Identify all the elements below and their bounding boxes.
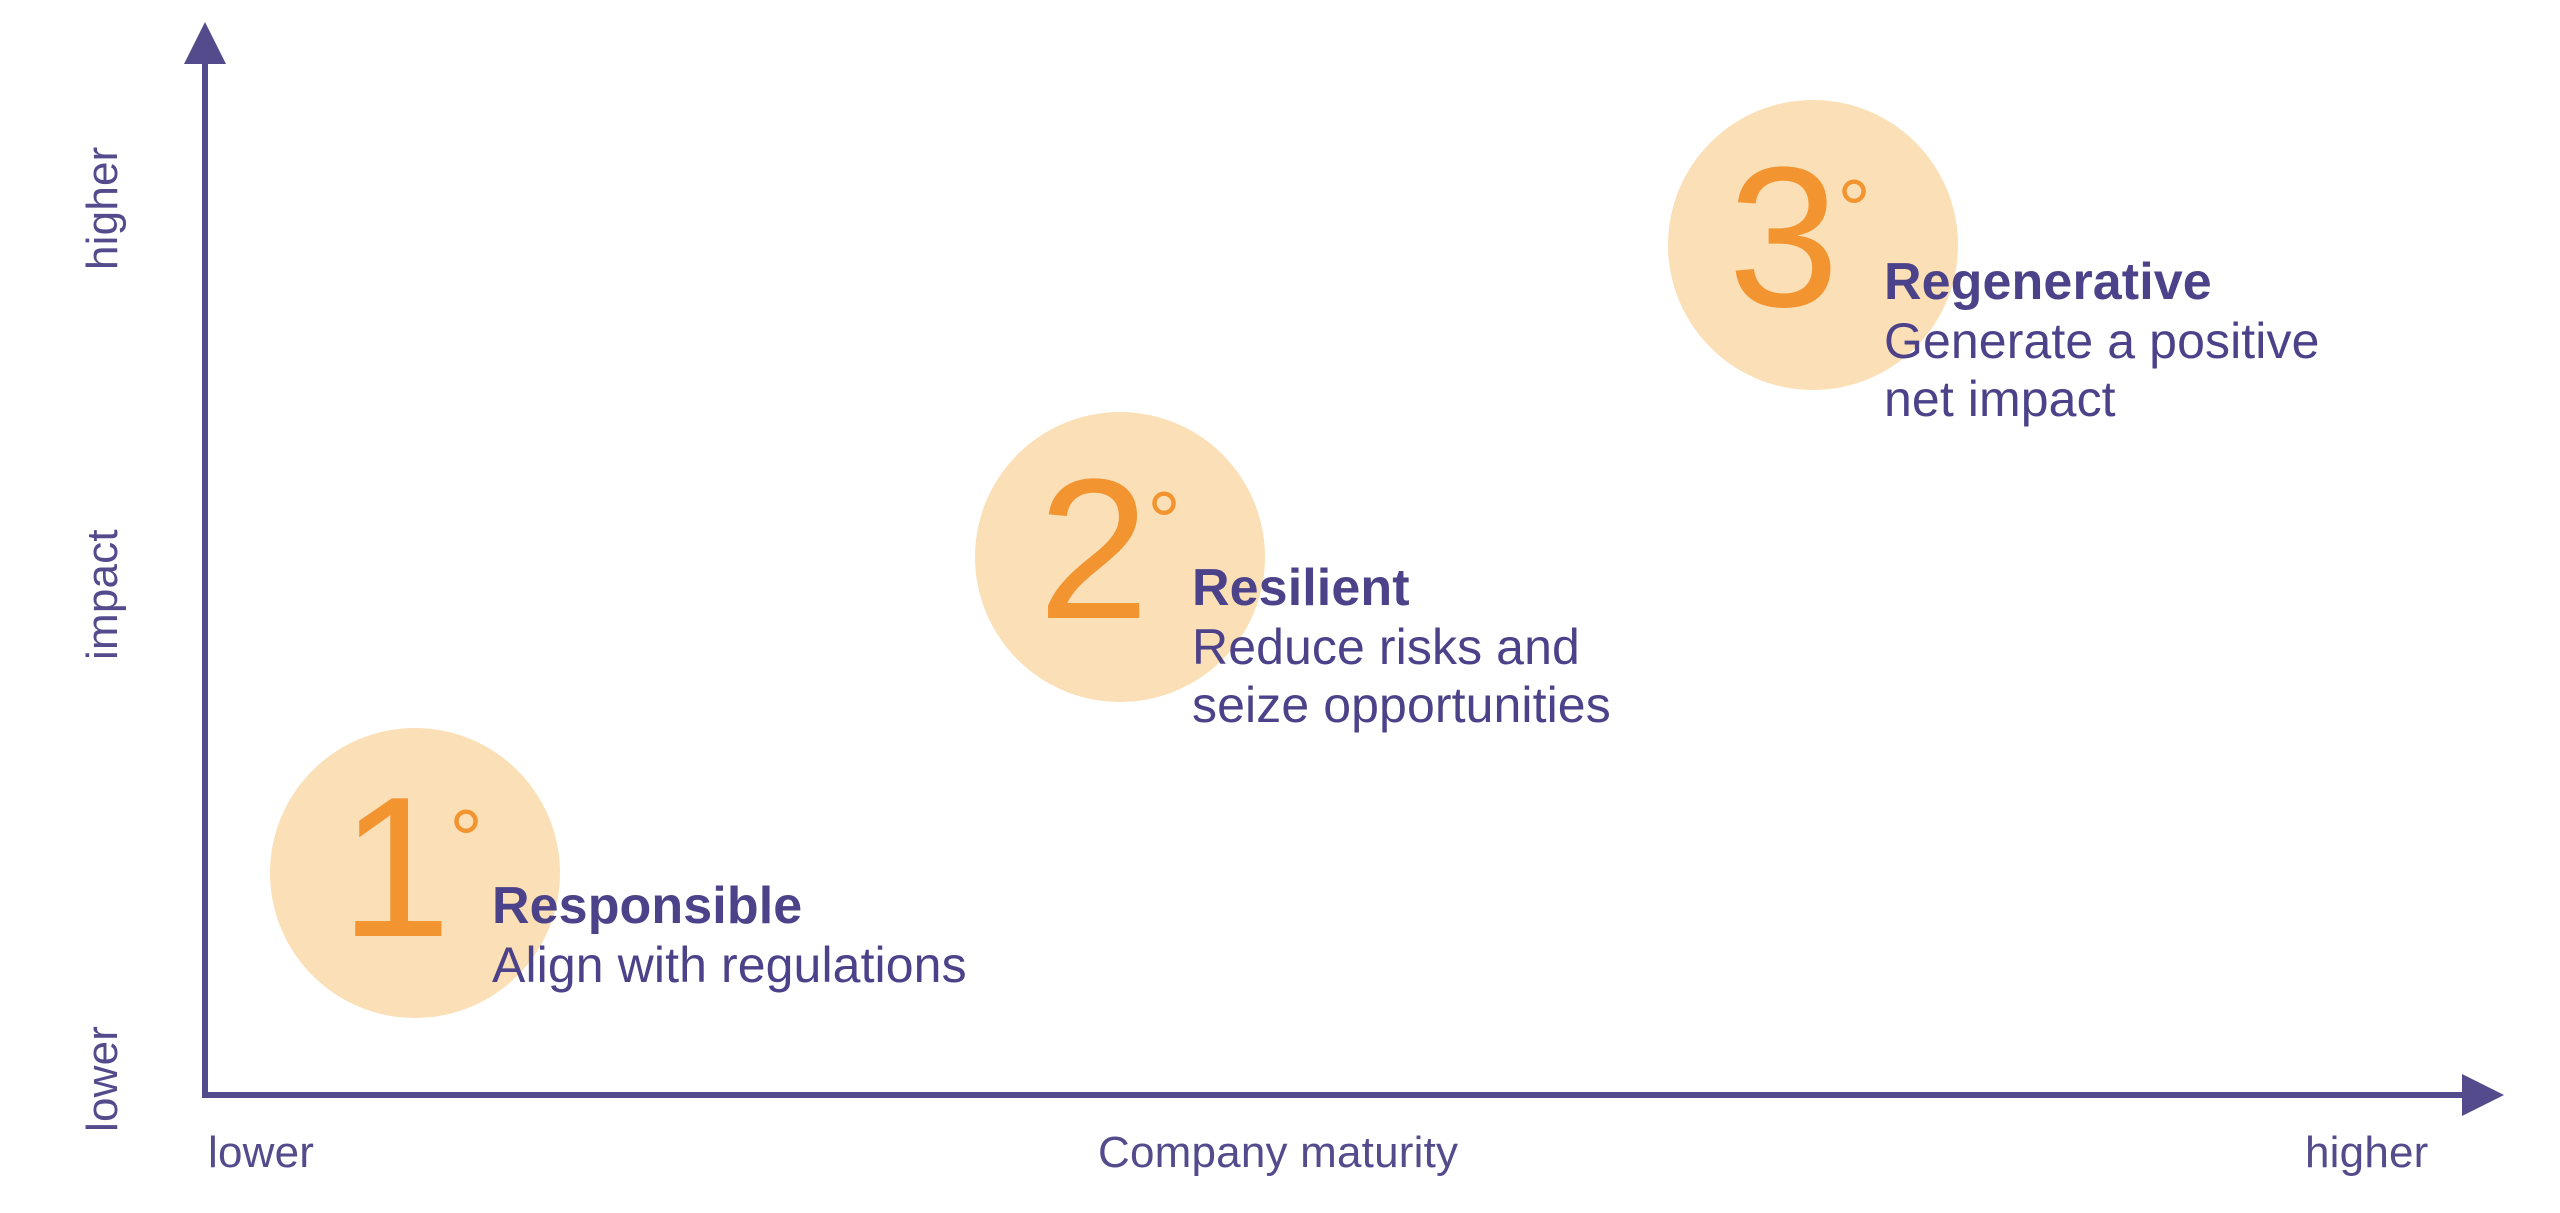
stage-number: 3° (1728, 138, 1871, 338)
stage-text-block: Responsible Align with regulations (492, 876, 967, 994)
stage-number-value: 2 (1038, 438, 1149, 661)
stage-description-line: Generate a positive (1884, 313, 2320, 370)
x-axis-line (202, 1092, 2467, 1098)
stage-description-line: seize opportunities (1192, 677, 1611, 734)
stage-description-line: Reduce risks and (1192, 619, 1580, 676)
y-axis-title: impact (78, 529, 127, 660)
y-axis-arrowhead (184, 22, 226, 64)
stage-bubble (975, 412, 1265, 702)
stage-title: Responsible (492, 877, 803, 935)
degree-icon: ° (449, 792, 483, 887)
stage-title: Regenerative (1884, 253, 2212, 311)
x-axis-arrowhead (2462, 1074, 2504, 1116)
y-axis-label-lower: lower (78, 1025, 127, 1132)
y-axis-line (202, 58, 208, 1098)
stage-number-value: 3 (1728, 126, 1839, 349)
stage-title: Resilient (1192, 559, 1410, 617)
stage-description-line: Align with regulations (492, 937, 967, 994)
stage-text-block: Resilient Reduce risks and seize opportu… (1192, 558, 1611, 734)
stage-description-line: net impact (1884, 371, 2116, 428)
x-axis-label-higher: higher (2305, 1128, 2429, 1177)
degree-icon: ° (1837, 162, 1871, 257)
y-axis-label-higher: higher (78, 146, 127, 270)
stage-bubble (270, 728, 560, 1018)
stage-number-value: 1 (340, 756, 451, 979)
x-axis-label-lower: lower (208, 1128, 315, 1177)
stage-bubble (1668, 100, 1958, 390)
degree-icon: ° (1147, 474, 1181, 569)
stage-text-block: Regenerative Generate a positive net imp… (1884, 252, 2320, 428)
stage-number: 2° (1038, 450, 1181, 650)
x-axis-title: Company maturity (1098, 1128, 1459, 1177)
stage-number: 1° (340, 768, 483, 968)
